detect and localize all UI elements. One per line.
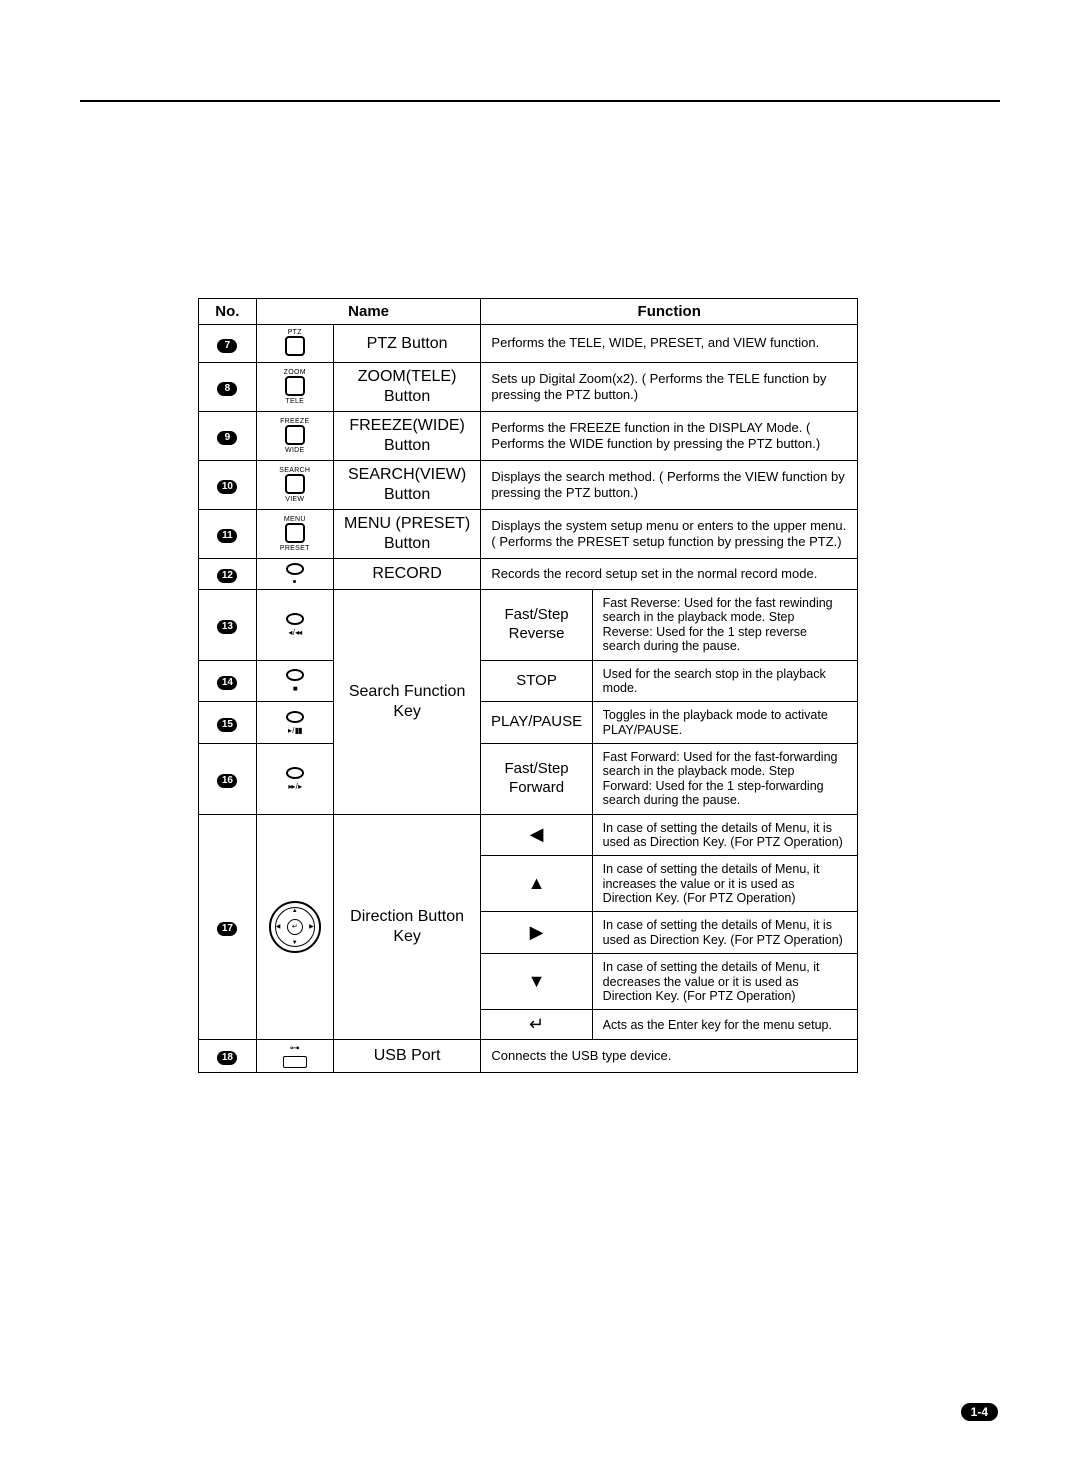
page-number: 1-4: [961, 1403, 998, 1421]
arrow-up-icon: ▲: [481, 856, 592, 912]
row-function: Connects the USB type device.: [481, 1040, 858, 1073]
row-number-badge: 14: [217, 676, 237, 690]
table-row: 15 ▸ / ▮▮ PLAY/PAUSE Toggles in the play…: [199, 702, 858, 744]
row-function: Sets up Digital Zoom(x2). ( Performs the…: [481, 363, 858, 412]
row-number-badge: 15: [217, 718, 237, 732]
table-row: 11 MENU PRESET MENU (PRESET) Button Disp…: [199, 510, 858, 559]
sub-name: PLAY/PAUSE: [481, 702, 592, 744]
row-number-badge: 13: [217, 620, 237, 634]
table-row: 12 RECORD Records the record setup set i…: [199, 559, 858, 590]
arrow-down-icon: ▼: [481, 954, 592, 1010]
arrow-left-icon: ◀: [481, 814, 592, 856]
row-number-badge: 17: [217, 922, 237, 936]
row-function: Fast Forward: Used for the fast-forwardi…: [592, 744, 857, 815]
search-view-button-icon: SEARCH VIEW: [256, 461, 333, 510]
enter-key-icon: ↵: [481, 1010, 592, 1040]
row-function: Displays the search method. ( Performs t…: [481, 461, 858, 510]
row-function: Records the record setup set in the norm…: [481, 559, 858, 590]
row-number-badge: 11: [217, 529, 237, 543]
ptz-button-icon: PTZ: [256, 325, 333, 363]
usb-port-icon: ⊶: [256, 1040, 333, 1073]
stop-icon: ■: [256, 660, 333, 702]
row-function: Toggles in the playback mode to activate…: [592, 702, 857, 744]
row-number-badge: 12: [217, 569, 237, 583]
page: No. Name Function 7 PTZ PTZ Button Perfo…: [0, 0, 1080, 1479]
fast-step-reverse-icon: ◂ / ◂◂: [256, 590, 333, 661]
sub-name: Fast/Step Forward: [481, 744, 592, 815]
row-function: In case of setting the details of Menu, …: [592, 856, 857, 912]
row-name: PTZ Button: [333, 325, 481, 363]
arrow-right-icon: ▶: [481, 912, 592, 954]
row-number-badge: 18: [217, 1051, 237, 1065]
content-area: No. Name Function 7 PTZ PTZ Button Perfo…: [198, 298, 858, 1073]
search-function-key-name: Search Function Key: [333, 590, 481, 815]
top-rule: [80, 100, 1000, 102]
table-row: 10 SEARCH VIEW SEARCH(VIEW) Button Displ…: [199, 461, 858, 510]
row-function: Used for the search stop in the playback…: [592, 660, 857, 702]
row-number-badge: 7: [217, 339, 237, 353]
table-row: 16 ▸▸ / ▸ Fast/Step Forward Fast Forward…: [199, 744, 858, 815]
play-pause-icon: ▸ / ▮▮: [256, 702, 333, 744]
table-row: 14 ■ STOP Used for the search stop in th…: [199, 660, 858, 702]
row-name: USB Port: [333, 1040, 481, 1073]
row-name: MENU (PRESET) Button: [333, 510, 481, 559]
row-function: In case of setting the details of Menu, …: [592, 912, 857, 954]
direction-pad-icon: ▲▼◀▶↵: [256, 814, 333, 1040]
row-function: Performs the TELE, WIDE, PRESET, and VIE…: [481, 325, 858, 363]
row-name: FREEZE(WIDE) Button: [333, 412, 481, 461]
row-function: Performs the FREEZE function in the DISP…: [481, 412, 858, 461]
table-row: 9 FREEZE WIDE FREEZE(WIDE) Button Perfor…: [199, 412, 858, 461]
row-function: Displays the system setup menu or enters…: [481, 510, 858, 559]
record-led-icon: [256, 559, 333, 590]
header-no: No.: [199, 299, 257, 325]
menu-preset-button-icon: MENU PRESET: [256, 510, 333, 559]
direction-button-key-name: Direction Button Key: [333, 814, 481, 1040]
table-row: 13 ◂ / ◂◂ Search Function Key Fast/Step …: [199, 590, 858, 661]
row-function: Fast Reverse: Used for the fast rewindin…: [592, 590, 857, 661]
table-row: 18 ⊶ USB Port Connects the USB type devi…: [199, 1040, 858, 1073]
sub-name: Fast/Step Reverse: [481, 590, 592, 661]
page-number-badge: 1-4: [961, 1403, 998, 1421]
freeze-wide-button-icon: FREEZE WIDE: [256, 412, 333, 461]
sub-name: STOP: [481, 660, 592, 702]
table-row: 17 ▲▼◀▶↵ Direction Button Key ◀ In case …: [199, 814, 858, 856]
fast-step-forward-icon: ▸▸ / ▸: [256, 744, 333, 815]
header-name: Name: [256, 299, 481, 325]
table-header-row: No. Name Function: [199, 299, 858, 325]
row-name: SEARCH(VIEW) Button: [333, 461, 481, 510]
row-name: ZOOM(TELE) Button: [333, 363, 481, 412]
row-number-badge: 10: [217, 480, 237, 494]
reference-table: No. Name Function 7 PTZ PTZ Button Perfo…: [198, 298, 858, 1073]
row-name: RECORD: [333, 559, 481, 590]
zoom-tele-button-icon: ZOOM TELE: [256, 363, 333, 412]
row-number-badge: 9: [217, 431, 237, 445]
row-function: In case of setting the details of Menu, …: [592, 814, 857, 856]
table-row: 7 PTZ PTZ Button Performs the TELE, WIDE…: [199, 325, 858, 363]
table-row: 8 ZOOM TELE ZOOM(TELE) Button Sets up Di…: [199, 363, 858, 412]
row-number-badge: 8: [217, 382, 237, 396]
row-number-badge: 16: [217, 774, 237, 788]
header-function: Function: [481, 299, 858, 325]
row-function: In case of setting the details of Menu, …: [592, 954, 857, 1010]
row-function: Acts as the Enter key for the menu setup…: [592, 1010, 857, 1040]
